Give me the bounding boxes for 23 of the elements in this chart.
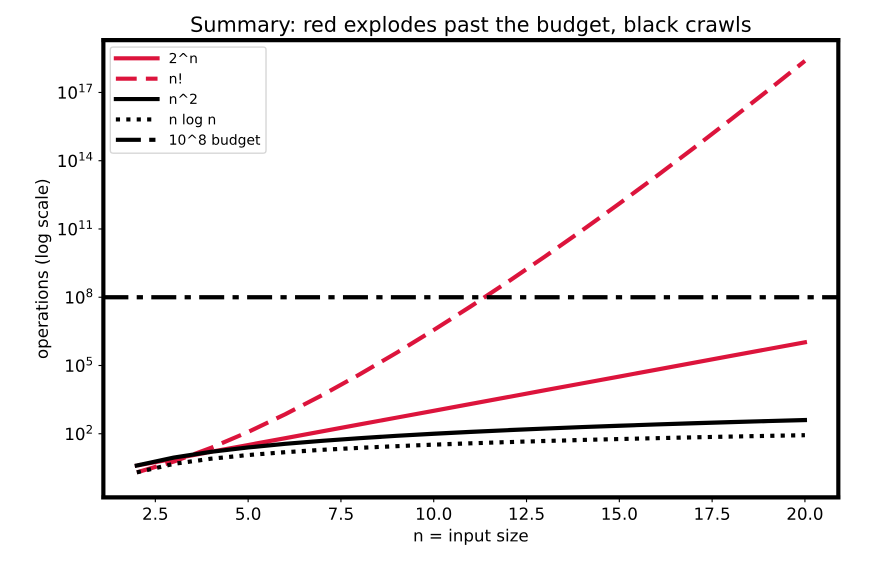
y-tick-label: 10$^{5}$	[66, 356, 92, 372]
x-tick-label: 20.0	[788, 507, 822, 520]
legend-label: 10^8 budget	[170, 134, 260, 148]
x-tick-label: 5.0	[236, 507, 260, 520]
y-tick-label: 10$^{8}$	[66, 288, 92, 304]
legend-label: n!	[170, 73, 181, 84]
x-tick-label: 2.5	[143, 507, 168, 520]
y-tick-label: 10$^{2}$	[66, 424, 92, 440]
x-tick-label: 15.0	[602, 507, 637, 520]
x-tick-label: 10.0	[417, 507, 452, 520]
x-tick-label: 17.5	[695, 508, 730, 520]
legend-label: n^2	[170, 94, 197, 104]
y-tick-label: 10$^{14}$	[58, 152, 92, 168]
y-axis-title: operations (log scale)	[35, 180, 52, 358]
x-axis-title: n = input size	[414, 528, 528, 545]
y-tick-label: 10$^{11}$	[58, 220, 92, 236]
x-tick-label: 12.5	[510, 507, 544, 520]
chart-title: Summary: red explodes past the budget, black crawls	[191, 16, 751, 36]
legend-label: n log n	[170, 114, 216, 128]
y-tick-label: 10$^{17}$	[58, 84, 92, 99]
x-tick-label: 7.5	[329, 508, 353, 520]
legend-label: 2^n	[170, 52, 197, 64]
line-series	[134, 418, 808, 468]
